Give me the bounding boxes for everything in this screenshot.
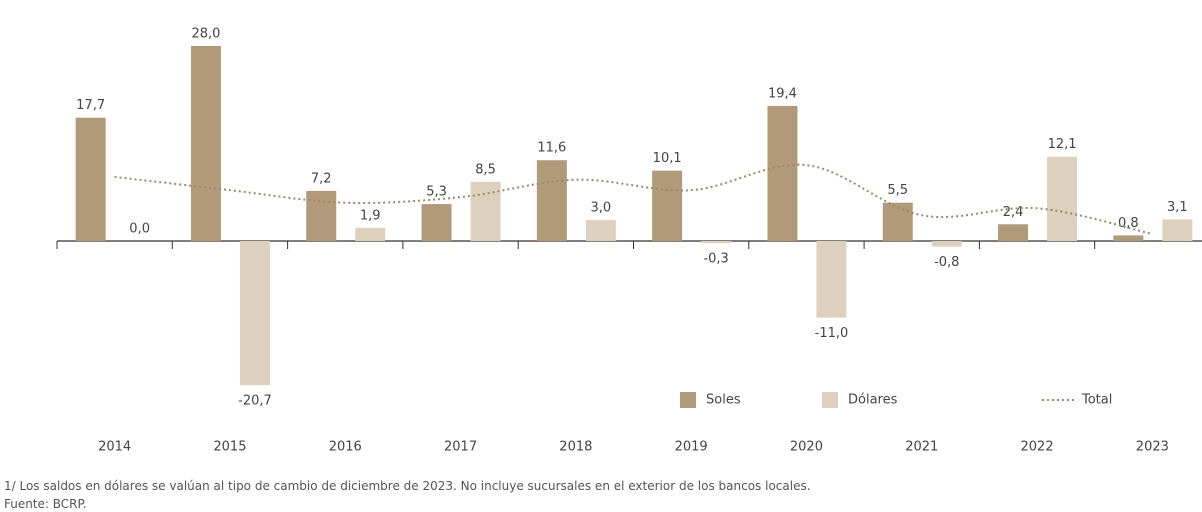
legend-label: Soles [706,393,741,408]
data-label: 17,7 [76,98,105,113]
data-label: 5,3 [426,185,447,200]
legend-label: Dólares [848,393,898,408]
data-label: 11,6 [537,141,566,156]
data-label: 8,5 [475,162,496,177]
data-label: 19,4 [768,86,797,101]
bar [536,160,567,241]
legend-swatch [822,392,838,408]
legend-label: Total [1081,393,1112,408]
bar [701,241,732,244]
data-label: -0,3 [703,252,728,267]
data-label: 2,4 [1003,205,1024,220]
data-label: 3,1 [1167,200,1188,215]
data-label: 1,9 [360,208,381,223]
bar [652,170,683,241]
bar [239,241,270,386]
total-line [114,163,1153,236]
legend-swatch [680,392,696,408]
x-tick-label: 2020 [790,440,823,455]
x-tick-label: 2019 [675,440,708,455]
bar [816,241,847,318]
bar [1162,219,1193,241]
x-tick-label: 2021 [905,440,938,455]
bar [931,241,962,247]
x-tick-label: 2016 [329,440,362,455]
data-label: 10,1 [653,151,682,166]
bar [421,204,452,241]
bar [306,190,337,241]
x-tick-label: 2018 [559,440,592,455]
bar [998,224,1029,241]
data-label: -0,8 [934,255,959,270]
bar [470,181,501,241]
x-tick-label: 2022 [1021,440,1054,455]
data-label: 28,0 [191,27,220,42]
data-label: -20,7 [238,394,272,409]
x-tick-label: 2015 [213,440,246,455]
bar [585,220,616,241]
source: Fuente: BCRP. [4,497,87,511]
data-label: -11,0 [815,326,849,341]
data-label: 3,0 [591,201,612,216]
bar [767,105,798,242]
bar [1047,156,1078,241]
bar [1113,235,1144,241]
x-tick-label: 2017 [444,440,477,455]
data-label: 5,5 [887,183,908,198]
x-tick-label: 2014 [98,440,131,455]
bar [355,227,386,241]
footnote: 1/ Los saldos en dólares se valúan al ti… [4,479,811,493]
data-label: 12,1 [1048,137,1077,152]
data-label: 0,0 [129,222,150,237]
bar [75,117,106,241]
data-label: 0,8 [1118,216,1139,231]
x-tick-label: 2023 [1136,440,1169,455]
bar [882,202,913,241]
data-label: 7,2 [311,171,332,186]
bar [190,46,221,241]
